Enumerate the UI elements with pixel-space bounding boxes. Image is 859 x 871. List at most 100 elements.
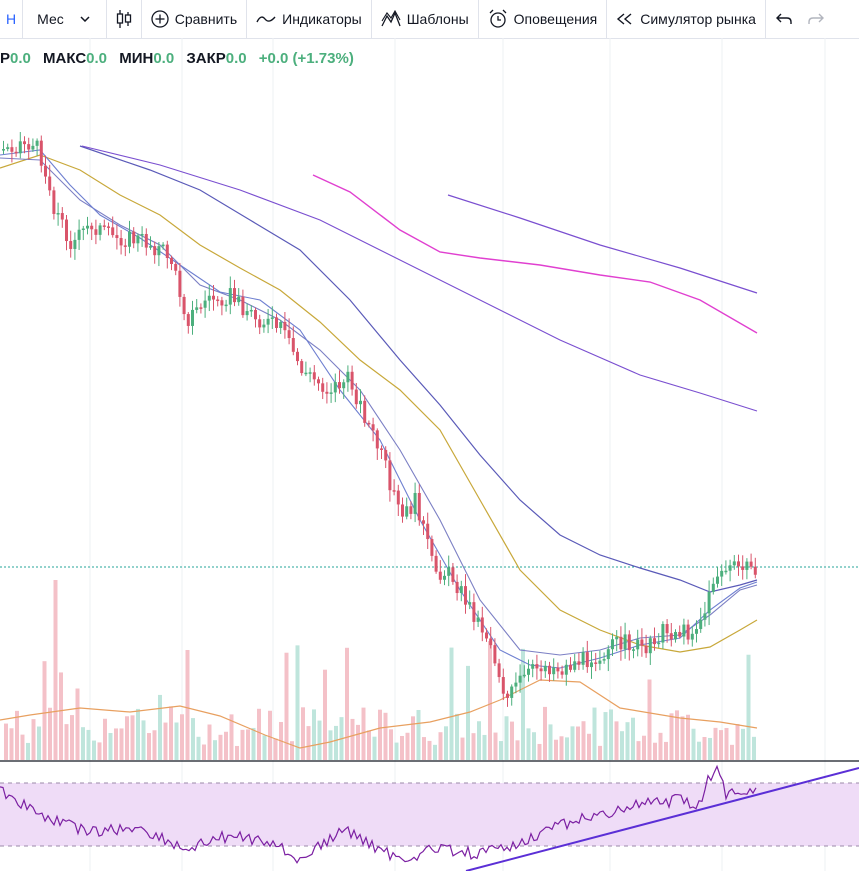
candle-body [493, 645, 497, 664]
candle-body [308, 372, 312, 374]
candle-body [665, 624, 669, 634]
volume-bar [103, 718, 107, 760]
candle-body [577, 661, 581, 665]
candle-body [447, 567, 451, 576]
volume-bar [460, 737, 465, 760]
volume-bar [235, 745, 239, 760]
alerts-button[interactable]: Оповещения [479, 0, 608, 38]
templates-button[interactable]: Шаблоны [372, 0, 479, 38]
candle-body [548, 665, 551, 675]
candle-body [480, 617, 484, 633]
candle-body [291, 338, 295, 352]
candle-body [506, 693, 509, 698]
candle-body [237, 296, 241, 303]
volume-bar [191, 718, 195, 760]
candle-body [716, 576, 719, 584]
compare-button[interactable]: Сравнить [142, 0, 248, 38]
candle-body [86, 225, 89, 229]
open-label: Р [0, 50, 11, 67]
candle-body [296, 351, 299, 362]
volume-bar [570, 726, 575, 760]
candle-body [392, 490, 396, 492]
volume-bar [59, 672, 63, 760]
volume-bar [240, 729, 245, 760]
candle-body [682, 624, 686, 637]
candle-body [94, 229, 98, 235]
rsi-trendline[interactable] [465, 767, 859, 871]
candle-body [606, 649, 610, 660]
candle-body [485, 632, 488, 639]
candle-body [590, 662, 593, 668]
top-toolbar: Н Мес Сравнить Индикаторы Шаблоны Оповещ… [0, 0, 859, 39]
candle-body [165, 244, 169, 258]
volume-bar [471, 733, 476, 760]
volume-bar [290, 741, 294, 760]
volume-bar [642, 735, 646, 760]
candle-body [522, 674, 526, 677]
volume-bar [246, 729, 250, 760]
volume-bar [422, 737, 426, 760]
candle-body [438, 571, 442, 580]
candle-body [233, 288, 236, 303]
volume-bar [735, 724, 740, 760]
replay-button[interactable]: Симулятор рынка [607, 0, 766, 38]
rsi-line [0, 764, 757, 864]
candle-body [90, 225, 94, 230]
candle-body [270, 317, 274, 319]
price-chart[interactable] [0, 38, 859, 871]
interval-dropdown[interactable]: Мес [23, 0, 107, 38]
candle-body [178, 270, 182, 297]
candle-body [602, 659, 606, 661]
volume-bar [196, 736, 201, 760]
volume-bar [675, 710, 679, 760]
candle-body [73, 239, 77, 249]
candle-body [640, 639, 644, 646]
volume-bar [26, 742, 30, 760]
candle-body [279, 322, 283, 328]
symbol-button[interactable]: Н [0, 0, 24, 38]
indicators-label: Индикаторы [282, 11, 362, 27]
undo-button[interactable] [766, 0, 800, 38]
rsi-pane [0, 764, 859, 864]
candle-body [258, 319, 262, 328]
candle-body [6, 147, 10, 150]
volume-bar [515, 740, 520, 760]
chart-type-button[interactable] [107, 0, 142, 38]
redo-button[interactable] [800, 0, 832, 38]
volume-bar [383, 712, 388, 760]
volume-bar [147, 733, 151, 760]
candle-body [686, 624, 690, 640]
candle-body [354, 389, 358, 405]
compare-label: Сравнить [174, 11, 238, 27]
candle-body [380, 448, 383, 450]
candle-body [128, 231, 131, 247]
candle-body [228, 288, 232, 305]
candle-body [321, 383, 325, 392]
volume-bar [152, 730, 157, 760]
volume-bar [378, 709, 382, 760]
candle-body [489, 638, 493, 646]
volume-ma-line [0, 679, 758, 749]
candle-body [388, 460, 392, 491]
candle-body [69, 241, 73, 249]
candle-body [275, 317, 278, 328]
candle-body [283, 322, 287, 331]
candle-body [144, 233, 148, 248]
indicators-button[interactable]: Индикаторы [247, 0, 372, 38]
volume-bar [15, 710, 19, 760]
candle-body [581, 652, 585, 665]
candle-body [459, 586, 463, 594]
rsi-band [0, 783, 859, 846]
volume-bar [603, 712, 608, 760]
moving-average-line [79, 145, 758, 593]
volume-bar [636, 741, 641, 760]
candle-body [737, 561, 740, 567]
candle-body [749, 561, 753, 567]
candle-body [720, 570, 724, 577]
redo-icon [808, 13, 824, 24]
volume-bar [482, 734, 487, 760]
candle-body [594, 662, 598, 664]
candle-body [35, 140, 39, 146]
candle-body [136, 235, 140, 244]
volume-bar [4, 723, 8, 760]
